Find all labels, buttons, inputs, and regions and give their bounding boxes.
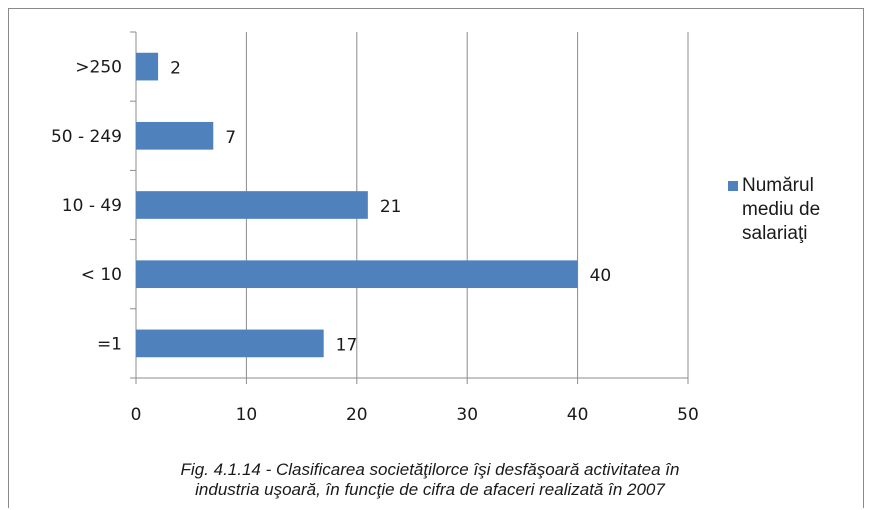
bar-2	[136, 191, 368, 219]
bar-3	[136, 260, 578, 289]
data-label-1: 7	[225, 128, 236, 148]
x-tick-label-10: 10	[236, 405, 258, 425]
category-label-1: 50 - 249	[51, 127, 122, 147]
bar-1	[136, 121, 214, 150]
x-tick-label-50: 50	[677, 405, 699, 425]
data-label-0: 2	[170, 59, 181, 79]
category-label-4: =1	[97, 334, 122, 354]
x-tick-label-40: 40	[567, 405, 589, 425]
x-tick-labels: 0 10 20 30 40 50	[131, 405, 699, 425]
caption-line-1: Fig. 4.1.14 - Clasificarea societăţilorc…	[180, 460, 680, 479]
figure-caption: Fig. 4.1.14 - Clasificarea societăţilorc…	[60, 460, 800, 500]
data-labels: 2 7 21 40 17	[170, 59, 611, 356]
data-label-4: 17	[336, 335, 358, 355]
x-tick-label-0: 0	[131, 405, 142, 425]
category-label-0: >250	[75, 58, 122, 78]
data-label-2: 21	[380, 197, 402, 217]
x-tick-label-20: 20	[346, 405, 368, 425]
chart-frame	[8, 8, 864, 508]
legend-label: Numărul mediu de salariaţi	[742, 175, 821, 244]
data-label-3: 40	[590, 266, 612, 286]
caption-line-2: industria uşoară, în funcţie de cifra de…	[195, 480, 665, 499]
legend-swatch	[728, 181, 738, 191]
bar-4	[136, 329, 324, 358]
bar-0	[136, 52, 159, 81]
x-tick-label-30: 30	[456, 405, 478, 425]
category-label-3: < 10	[81, 265, 122, 285]
bars	[136, 52, 578, 358]
category-labels: >250 50 - 249 10 - 49 < 10 =1	[51, 58, 122, 355]
category-label-2: 10 - 49	[62, 196, 122, 216]
